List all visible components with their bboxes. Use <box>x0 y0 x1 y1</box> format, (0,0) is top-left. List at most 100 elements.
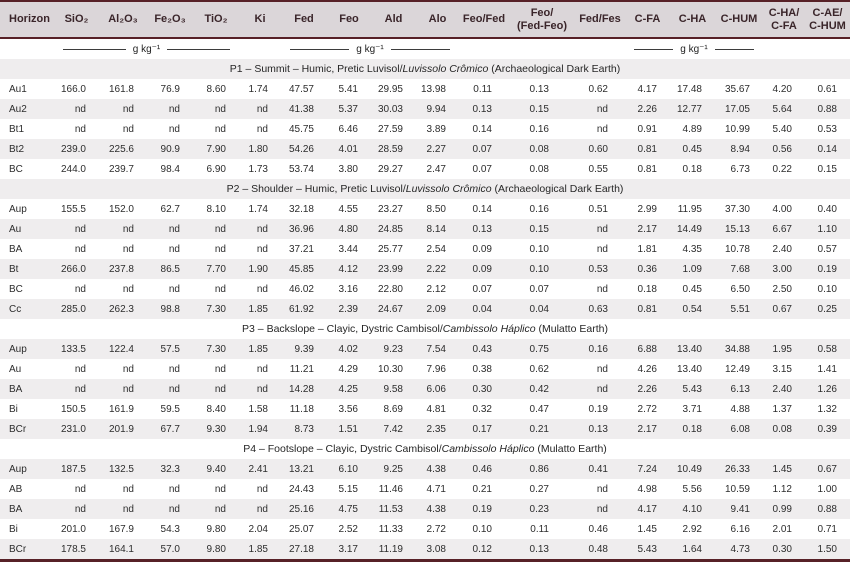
value-cell: 57.5 <box>160 343 180 355</box>
value-cell: 225.6 <box>108 143 134 155</box>
value-cell: 0.60 <box>588 143 608 155</box>
table-row: Cc 285.0 262.3 98.8 7.30 1.85 61.92 2.39 24.67 2.… <box>0 299 850 319</box>
value-cell: 2.54 <box>426 243 446 255</box>
value-cell: 11.95 <box>677 203 702 215</box>
value-cell: 0.04 <box>472 303 492 315</box>
value-cell: 29.95 <box>377 83 403 95</box>
value-cell: 2.09 <box>426 303 446 315</box>
value-cell: 0.15 <box>529 223 549 235</box>
value-cell: 3.44 <box>338 243 358 255</box>
value-cell: nd <box>596 363 608 375</box>
column-header: Feo/Fed <box>459 1 509 39</box>
value-cell: 0.45 <box>682 283 702 295</box>
value-cell: 5.15 <box>338 483 358 495</box>
table-row: Aup 133.5 122.4 57.5 7.30 1.85 9.39 4.02 9.23 7.5… <box>0 339 850 359</box>
value-cell: 9.80 <box>206 523 226 535</box>
value-cell: 0.62 <box>529 363 549 375</box>
value-cell: 2.04 <box>248 523 268 535</box>
value-cell: nd <box>256 123 268 135</box>
value-cell: nd <box>256 363 268 375</box>
value-cell: 11.33 <box>378 523 403 535</box>
section-title-text: (Archaeological Dark Earth) <box>491 183 624 195</box>
value-cell: nd <box>122 483 134 495</box>
value-cell: 7.96 <box>426 363 446 375</box>
value-cell: 90.9 <box>160 143 180 155</box>
horizon-cell: Bi <box>9 523 18 535</box>
value-cell: nd <box>596 383 608 395</box>
value-cell: 167.9 <box>108 523 134 535</box>
section-title-italic: Luvissolo Crômico <box>402 63 489 75</box>
value-cell: 0.36 <box>637 263 657 275</box>
horizon-cell: BCr <box>9 543 27 555</box>
value-cell: 0.07 <box>529 283 549 295</box>
value-cell: 0.38 <box>472 363 492 375</box>
column-header: C-HUM <box>715 1 763 39</box>
value-cell: 2.72 <box>637 403 657 415</box>
value-cell: nd <box>122 363 134 375</box>
horizon-cell: BA <box>9 243 23 255</box>
value-cell: 2.99 <box>637 203 657 215</box>
value-cell: nd <box>596 103 608 115</box>
value-cell: 0.08 <box>529 163 549 175</box>
value-cell: 2.40 <box>772 383 792 395</box>
value-cell: 6.50 <box>730 283 750 295</box>
value-cell: 0.46 <box>588 523 608 535</box>
value-cell: nd <box>168 503 180 515</box>
value-cell: 10.49 <box>676 463 702 475</box>
horizon-cell: Cc <box>9 303 22 315</box>
value-cell: 7.24 <box>637 463 657 475</box>
value-cell: 98.4 <box>160 163 180 175</box>
value-cell: 152.0 <box>108 203 134 215</box>
value-cell: 7.54 <box>426 343 446 355</box>
unit-rule <box>390 48 451 50</box>
value-cell: 8.73 <box>294 423 314 435</box>
value-cell: nd <box>74 503 86 515</box>
value-cell: 9.80 <box>206 543 226 555</box>
horizon-cell: Bt1 <box>9 123 25 135</box>
value-cell: 6.08 <box>730 423 750 435</box>
value-cell: 0.14 <box>472 203 492 215</box>
column-header: Ald <box>371 1 416 39</box>
value-cell: 0.16 <box>529 203 549 215</box>
value-cell: 161.9 <box>108 403 134 415</box>
value-cell: 201.9 <box>108 423 134 435</box>
value-cell: nd <box>214 283 226 295</box>
value-cell: 6.88 <box>637 343 657 355</box>
value-cell: 0.10 <box>472 523 492 535</box>
value-cell: nd <box>256 243 268 255</box>
value-cell: 7.70 <box>206 263 226 275</box>
value-cell: 0.21 <box>472 483 492 495</box>
value-cell: 5.43 <box>637 543 657 555</box>
value-cell: nd <box>596 483 608 495</box>
value-cell: nd <box>596 283 608 295</box>
value-cell: 0.08 <box>529 143 549 155</box>
column-header: C-HA <box>670 1 715 39</box>
value-cell: 8.60 <box>206 83 226 95</box>
value-cell: 133.5 <box>60 343 86 355</box>
value-cell: 2.17 <box>637 423 657 435</box>
value-cell: 0.30 <box>772 543 792 555</box>
value-cell: 53.74 <box>288 163 314 175</box>
value-cell: 266.0 <box>60 263 86 275</box>
value-cell: 4.26 <box>637 363 657 375</box>
value-cell: 22.80 <box>377 283 403 295</box>
value-cell: nd <box>256 103 268 115</box>
column-header: C-FA <box>625 1 670 39</box>
value-cell: 25.16 <box>288 503 314 515</box>
value-cell: 1.81 <box>637 243 657 255</box>
horizon-cell: Au <box>9 363 22 375</box>
section-title-italic: Cambissolo Háplico <box>442 323 536 335</box>
value-cell: 3.89 <box>426 123 446 135</box>
horizon-cell: BCr <box>9 423 27 435</box>
column-header: Horizon <box>0 1 54 39</box>
value-cell: 1.94 <box>248 423 268 435</box>
column-header: TiO₂ <box>193 1 239 39</box>
section-title: P2 – Shoulder – Humic, Pretic Luvisol/Lu… <box>0 179 850 199</box>
value-cell: 0.53 <box>817 123 837 135</box>
value-cell: nd <box>256 503 268 515</box>
value-cell: 1.10 <box>817 223 837 235</box>
column-header: C-AE/ C-HUM <box>805 1 850 39</box>
value-cell: nd <box>122 283 134 295</box>
value-cell: 2.50 <box>772 283 792 295</box>
value-cell: 13.21 <box>288 463 314 475</box>
